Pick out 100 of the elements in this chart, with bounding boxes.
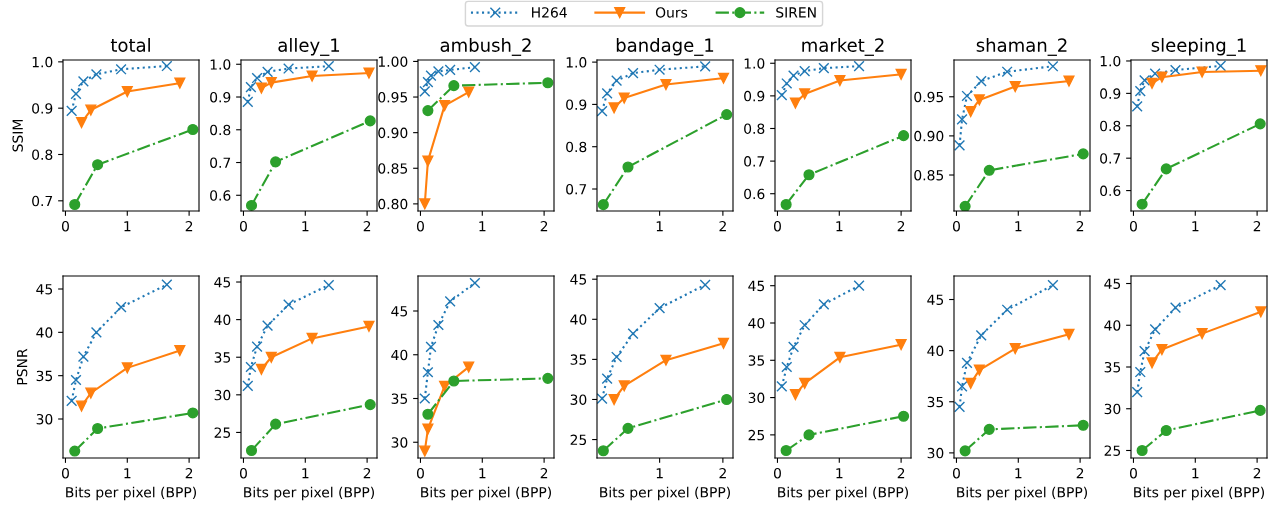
point xyxy=(245,81,257,93)
point xyxy=(1215,279,1227,291)
point xyxy=(1255,306,1267,318)
point xyxy=(242,380,254,392)
point xyxy=(448,80,460,92)
point xyxy=(469,61,481,73)
point xyxy=(660,78,672,91)
point xyxy=(597,445,609,457)
point xyxy=(1156,343,1168,356)
point xyxy=(1149,323,1161,335)
point xyxy=(85,387,97,399)
point xyxy=(422,366,434,378)
point xyxy=(364,399,376,411)
point xyxy=(787,70,800,82)
y-tick-label: 0.9 xyxy=(1100,88,1121,99)
point xyxy=(1077,148,1089,160)
point xyxy=(781,361,793,373)
point xyxy=(1254,404,1266,416)
y-tick-label: 40 xyxy=(391,349,408,361)
point xyxy=(803,169,815,181)
point xyxy=(77,351,89,363)
x-tick-label: 0 xyxy=(952,220,960,232)
y-tick-label: 0.8 xyxy=(32,149,53,160)
x-tick-label: 1 xyxy=(836,221,843,232)
y-tick-label: 0.9 xyxy=(744,90,765,102)
y-tick-label: 45 xyxy=(214,277,231,288)
y-tick-label: 40 xyxy=(927,345,944,357)
y-tick-label: 1.0 xyxy=(210,59,231,70)
point xyxy=(1131,386,1143,398)
point xyxy=(174,77,186,89)
y-tick-label: 30 xyxy=(927,447,944,459)
point xyxy=(422,155,434,167)
x-tick-label: 0 xyxy=(61,467,69,479)
point xyxy=(323,279,335,291)
point xyxy=(1160,424,1172,437)
x-tick-label: 1 xyxy=(656,468,663,479)
x-tick-label: 2 xyxy=(897,220,905,232)
x-tick-label: 0 xyxy=(773,467,781,479)
point xyxy=(425,70,437,82)
y-tick-label: 0.95 xyxy=(378,92,408,103)
y-tick-label: 30 xyxy=(214,389,231,401)
y-tick-label: 45 xyxy=(391,306,408,317)
point xyxy=(92,422,104,435)
point xyxy=(542,372,554,384)
y-tick-label: 40 xyxy=(570,314,587,325)
x-tick-label: 2 xyxy=(185,220,193,232)
point xyxy=(1196,328,1208,340)
point xyxy=(895,68,907,80)
point xyxy=(463,86,475,98)
chart-title: shaman_2 xyxy=(976,37,1067,56)
point xyxy=(780,198,792,211)
point xyxy=(627,328,639,340)
point xyxy=(66,395,78,407)
y-tick-label: 0.8 xyxy=(566,141,587,153)
point xyxy=(975,75,987,87)
y-tick-label: 40 xyxy=(214,314,231,326)
x-axis-title: Bits per pixel (BPP) xyxy=(66,486,196,501)
point xyxy=(781,77,793,90)
point xyxy=(69,445,81,457)
point xyxy=(608,102,620,114)
point xyxy=(265,77,277,89)
point xyxy=(1063,328,1075,340)
point xyxy=(70,374,82,386)
point xyxy=(1001,304,1013,316)
point xyxy=(799,377,811,389)
point xyxy=(898,130,910,142)
x-tick-label: 2 xyxy=(540,220,548,232)
x-tick-label: 0 xyxy=(416,220,424,232)
point xyxy=(1169,302,1182,314)
point xyxy=(597,393,608,405)
point xyxy=(187,123,199,136)
point xyxy=(803,429,815,441)
point xyxy=(654,302,666,314)
point xyxy=(956,113,968,126)
x-tick-label: 2 xyxy=(1076,220,1084,232)
point xyxy=(419,445,431,457)
point xyxy=(245,444,258,457)
x-tick-label: 2 xyxy=(1076,467,1084,479)
x-tick-label: 1 xyxy=(479,468,486,479)
y-tick-label: 0.95 xyxy=(914,91,944,103)
y-tick-label: 40 xyxy=(36,327,53,338)
point xyxy=(265,351,277,363)
point xyxy=(895,339,907,351)
point xyxy=(419,198,431,210)
y-tick-label: 35 xyxy=(391,393,408,404)
point xyxy=(787,341,800,353)
point xyxy=(306,332,318,344)
point xyxy=(270,156,282,168)
y-tick-label: 35 xyxy=(927,396,944,408)
point xyxy=(721,393,733,406)
point xyxy=(419,85,431,97)
point xyxy=(1139,74,1151,86)
point xyxy=(776,380,788,392)
x-axis-title: Bits per pixel (BPP) xyxy=(957,486,1087,501)
x-axis-title: Bits per pixel (BPP) xyxy=(600,486,730,501)
point xyxy=(973,94,985,106)
point xyxy=(363,67,375,79)
point xyxy=(654,64,666,76)
point xyxy=(542,77,554,89)
point xyxy=(601,87,613,99)
